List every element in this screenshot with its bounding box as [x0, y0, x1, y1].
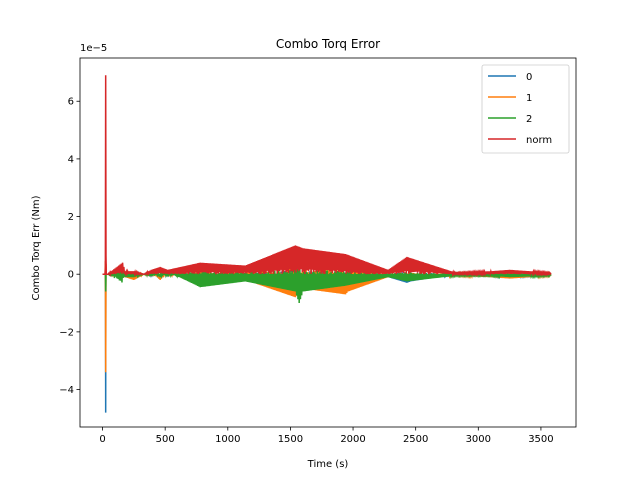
chart-title: Combo Torq Error [276, 37, 380, 51]
legend-label-2: 2 [526, 114, 532, 125]
x-tick-label: 2000 [340, 434, 365, 445]
legend-label-1: 1 [526, 93, 532, 104]
legend: 0 1 2 norm [481, 64, 570, 154]
x-tick-label: 3000 [466, 434, 491, 445]
x-tick-label: 0 [99, 434, 105, 445]
y-offset-text: 1e−5 [80, 43, 107, 54]
y-tick-label: 2 [68, 212, 74, 223]
legend-label-0: 0 [526, 72, 532, 83]
y-tick-label: −2 [59, 327, 74, 338]
x-tick-label: 2500 [403, 434, 428, 445]
x-tick-label: 1500 [278, 434, 303, 445]
x-axis-label: Time (s) [307, 459, 349, 470]
x-tick-label: 500 [156, 434, 175, 445]
y-tick-label: 6 [68, 97, 74, 108]
plot-lines [102, 75, 552, 413]
x-axis: 0 500 1000 1500 2000 2500 3000 3500 [99, 427, 554, 445]
y-axis-label: Combo Torq Err (Nm) [31, 195, 42, 300]
legend-box [481, 64, 570, 154]
series-line-norm [102, 75, 552, 278]
x-tick-label: 3500 [528, 434, 553, 445]
y-axis: −4 −2 0 2 4 6 [59, 97, 80, 396]
y-tick-label: −4 [59, 385, 74, 396]
y-tick-label: 0 [68, 270, 74, 281]
plot-frame [79, 57, 577, 428]
x-tick-label: 1000 [215, 434, 240, 445]
y-tick-label: 4 [68, 154, 74, 165]
legend-label-norm: norm [526, 135, 552, 146]
